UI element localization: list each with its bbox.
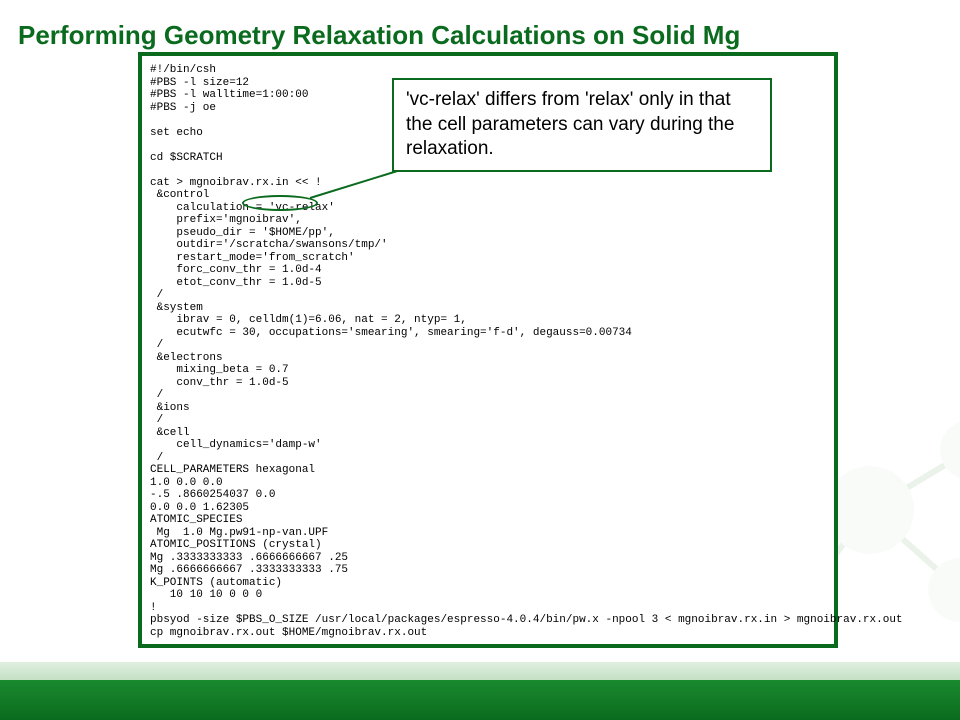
footer-bar [0, 662, 960, 720]
page-title: Performing Geometry Relaxation Calculati… [18, 20, 740, 51]
callout-box: 'vc-relax' differs from 'relax' only in … [392, 78, 772, 172]
